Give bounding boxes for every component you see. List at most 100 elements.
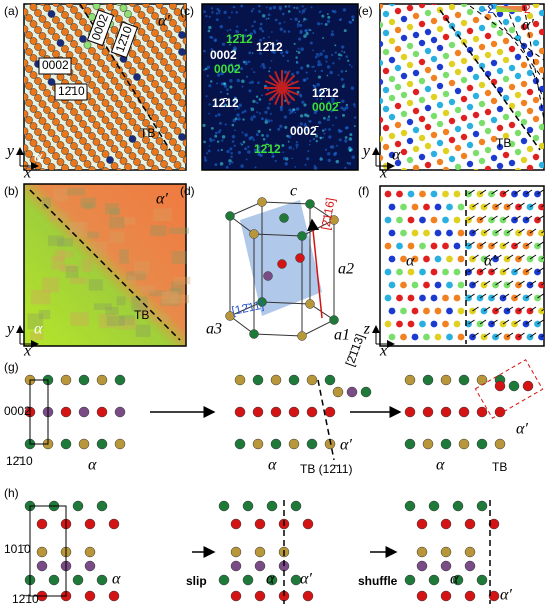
speckle	[284, 126, 287, 129]
atom	[401, 111, 407, 117]
atom	[449, 137, 455, 143]
speckle	[302, 5, 304, 7]
atom	[441, 407, 451, 417]
speckle	[323, 133, 325, 135]
atom	[75, 46, 82, 53]
speckle	[303, 103, 306, 106]
atom	[30, 122, 37, 129]
atom	[178, 133, 185, 140]
speckle	[287, 60, 289, 62]
speckle	[307, 150, 309, 152]
grain	[53, 188, 68, 202]
atom	[138, 79, 145, 86]
atom	[151, 46, 158, 53]
atom	[347, 387, 357, 397]
speckle	[230, 156, 233, 159]
atom	[497, 68, 503, 74]
speckle	[311, 6, 313, 8]
atom	[503, 38, 509, 44]
atom	[85, 591, 95, 601]
speckle	[298, 21, 300, 23]
atom	[395, 65, 401, 71]
label: x	[23, 343, 31, 360]
atom	[70, 6, 77, 13]
speckle	[247, 146, 249, 148]
speckle	[306, 77, 308, 79]
speckle	[221, 82, 224, 85]
atom	[467, 180, 473, 186]
atom	[70, 176, 77, 183]
speckle	[289, 113, 291, 115]
atom	[431, 94, 437, 100]
atom	[419, 135, 425, 141]
atom	[138, 28, 145, 35]
atom	[88, 98, 95, 105]
atom	[124, 112, 131, 119]
atom	[37, 547, 47, 557]
grain	[124, 217, 135, 224]
atom	[165, 115, 172, 122]
speckle	[328, 128, 331, 131]
grain	[134, 261, 149, 274]
atom	[400, 204, 407, 211]
speckle	[327, 16, 330, 19]
atom	[306, 300, 315, 309]
atom	[61, 439, 71, 449]
speckle	[345, 55, 348, 58]
atom	[115, 439, 125, 449]
speckle	[288, 109, 291, 112]
atom	[405, 375, 415, 385]
speckle	[341, 70, 344, 73]
atom	[461, 134, 467, 140]
speckle	[347, 60, 349, 62]
speckle	[305, 32, 308, 35]
speckle	[343, 8, 346, 11]
label: α′	[340, 437, 352, 454]
atom	[400, 308, 407, 315]
speckle	[263, 138, 266, 141]
atom	[34, 26, 41, 33]
atom	[405, 407, 415, 417]
speckle	[241, 79, 245, 83]
label: x	[379, 343, 387, 360]
atom	[443, 0, 449, 2]
speckle	[269, 7, 272, 10]
atom	[61, 11, 68, 18]
atom	[37, 561, 47, 571]
atom	[419, 116, 425, 122]
atom	[325, 407, 335, 417]
atom	[395, 27, 401, 33]
speckle	[219, 25, 223, 29]
atom	[111, 145, 118, 152]
atom	[395, 179, 401, 185]
speckle	[283, 30, 286, 33]
atom	[449, 118, 455, 124]
speckle	[283, 157, 286, 160]
atom	[235, 375, 245, 385]
atom	[102, 116, 109, 123]
speckle	[267, 107, 270, 110]
speckle	[351, 66, 353, 68]
speckle	[345, 70, 347, 72]
atom	[417, 591, 427, 601]
speckle	[314, 70, 316, 72]
atom	[124, 129, 131, 136]
speckle	[297, 26, 299, 28]
atom	[401, 35, 407, 41]
atom	[169, 87, 176, 94]
atom	[412, 204, 419, 211]
atom	[61, 407, 71, 417]
atom	[43, 89, 50, 96]
atom	[48, 163, 55, 170]
speckle	[229, 29, 231, 31]
atom	[120, 174, 127, 181]
atom	[431, 243, 438, 250]
atom	[467, 104, 473, 110]
grain	[51, 256, 64, 270]
atom	[79, 35, 86, 42]
atom	[111, 128, 118, 135]
speckle	[261, 63, 264, 66]
speckle	[211, 7, 213, 9]
atom	[79, 120, 86, 127]
speckle	[338, 74, 340, 76]
